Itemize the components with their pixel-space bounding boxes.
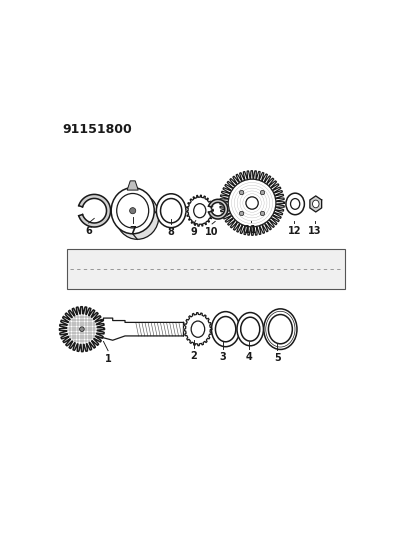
Polygon shape [98,318,183,340]
Text: 11: 11 [245,225,258,235]
Polygon shape [67,249,345,289]
Ellipse shape [111,188,154,234]
Text: 5: 5 [274,353,281,363]
Polygon shape [220,171,284,236]
Text: 2: 2 [190,351,197,361]
Polygon shape [184,313,212,346]
Circle shape [239,190,244,195]
Text: 4: 4 [246,352,252,361]
Ellipse shape [268,314,292,344]
Polygon shape [186,195,213,226]
Ellipse shape [160,198,182,223]
Circle shape [239,211,244,216]
Text: 8: 8 [168,227,175,237]
Ellipse shape [266,311,295,347]
Ellipse shape [291,199,300,209]
Ellipse shape [216,317,236,342]
Polygon shape [79,195,110,227]
Ellipse shape [264,309,297,350]
Text: 6: 6 [85,226,92,236]
Ellipse shape [237,312,264,346]
Text: 9: 9 [190,227,197,237]
Ellipse shape [116,193,159,239]
Text: 3: 3 [220,352,226,361]
Ellipse shape [194,204,206,218]
Text: 7: 7 [129,226,136,236]
Circle shape [246,197,258,209]
Text: 10: 10 [205,227,219,237]
Text: 13: 13 [308,226,322,236]
Circle shape [228,179,276,227]
Ellipse shape [312,200,319,208]
Polygon shape [127,181,138,190]
Text: 12: 12 [287,226,301,236]
Circle shape [80,327,84,332]
Ellipse shape [117,193,149,228]
Polygon shape [60,306,104,352]
Circle shape [260,190,265,195]
Text: 1: 1 [105,354,112,364]
Ellipse shape [241,317,260,341]
Circle shape [129,208,136,214]
Ellipse shape [212,312,240,346]
Ellipse shape [156,194,186,228]
Ellipse shape [191,321,205,337]
Polygon shape [310,196,322,212]
Circle shape [260,211,265,216]
Polygon shape [208,199,228,219]
Ellipse shape [286,193,304,215]
Text: 91151800: 91151800 [62,123,132,136]
